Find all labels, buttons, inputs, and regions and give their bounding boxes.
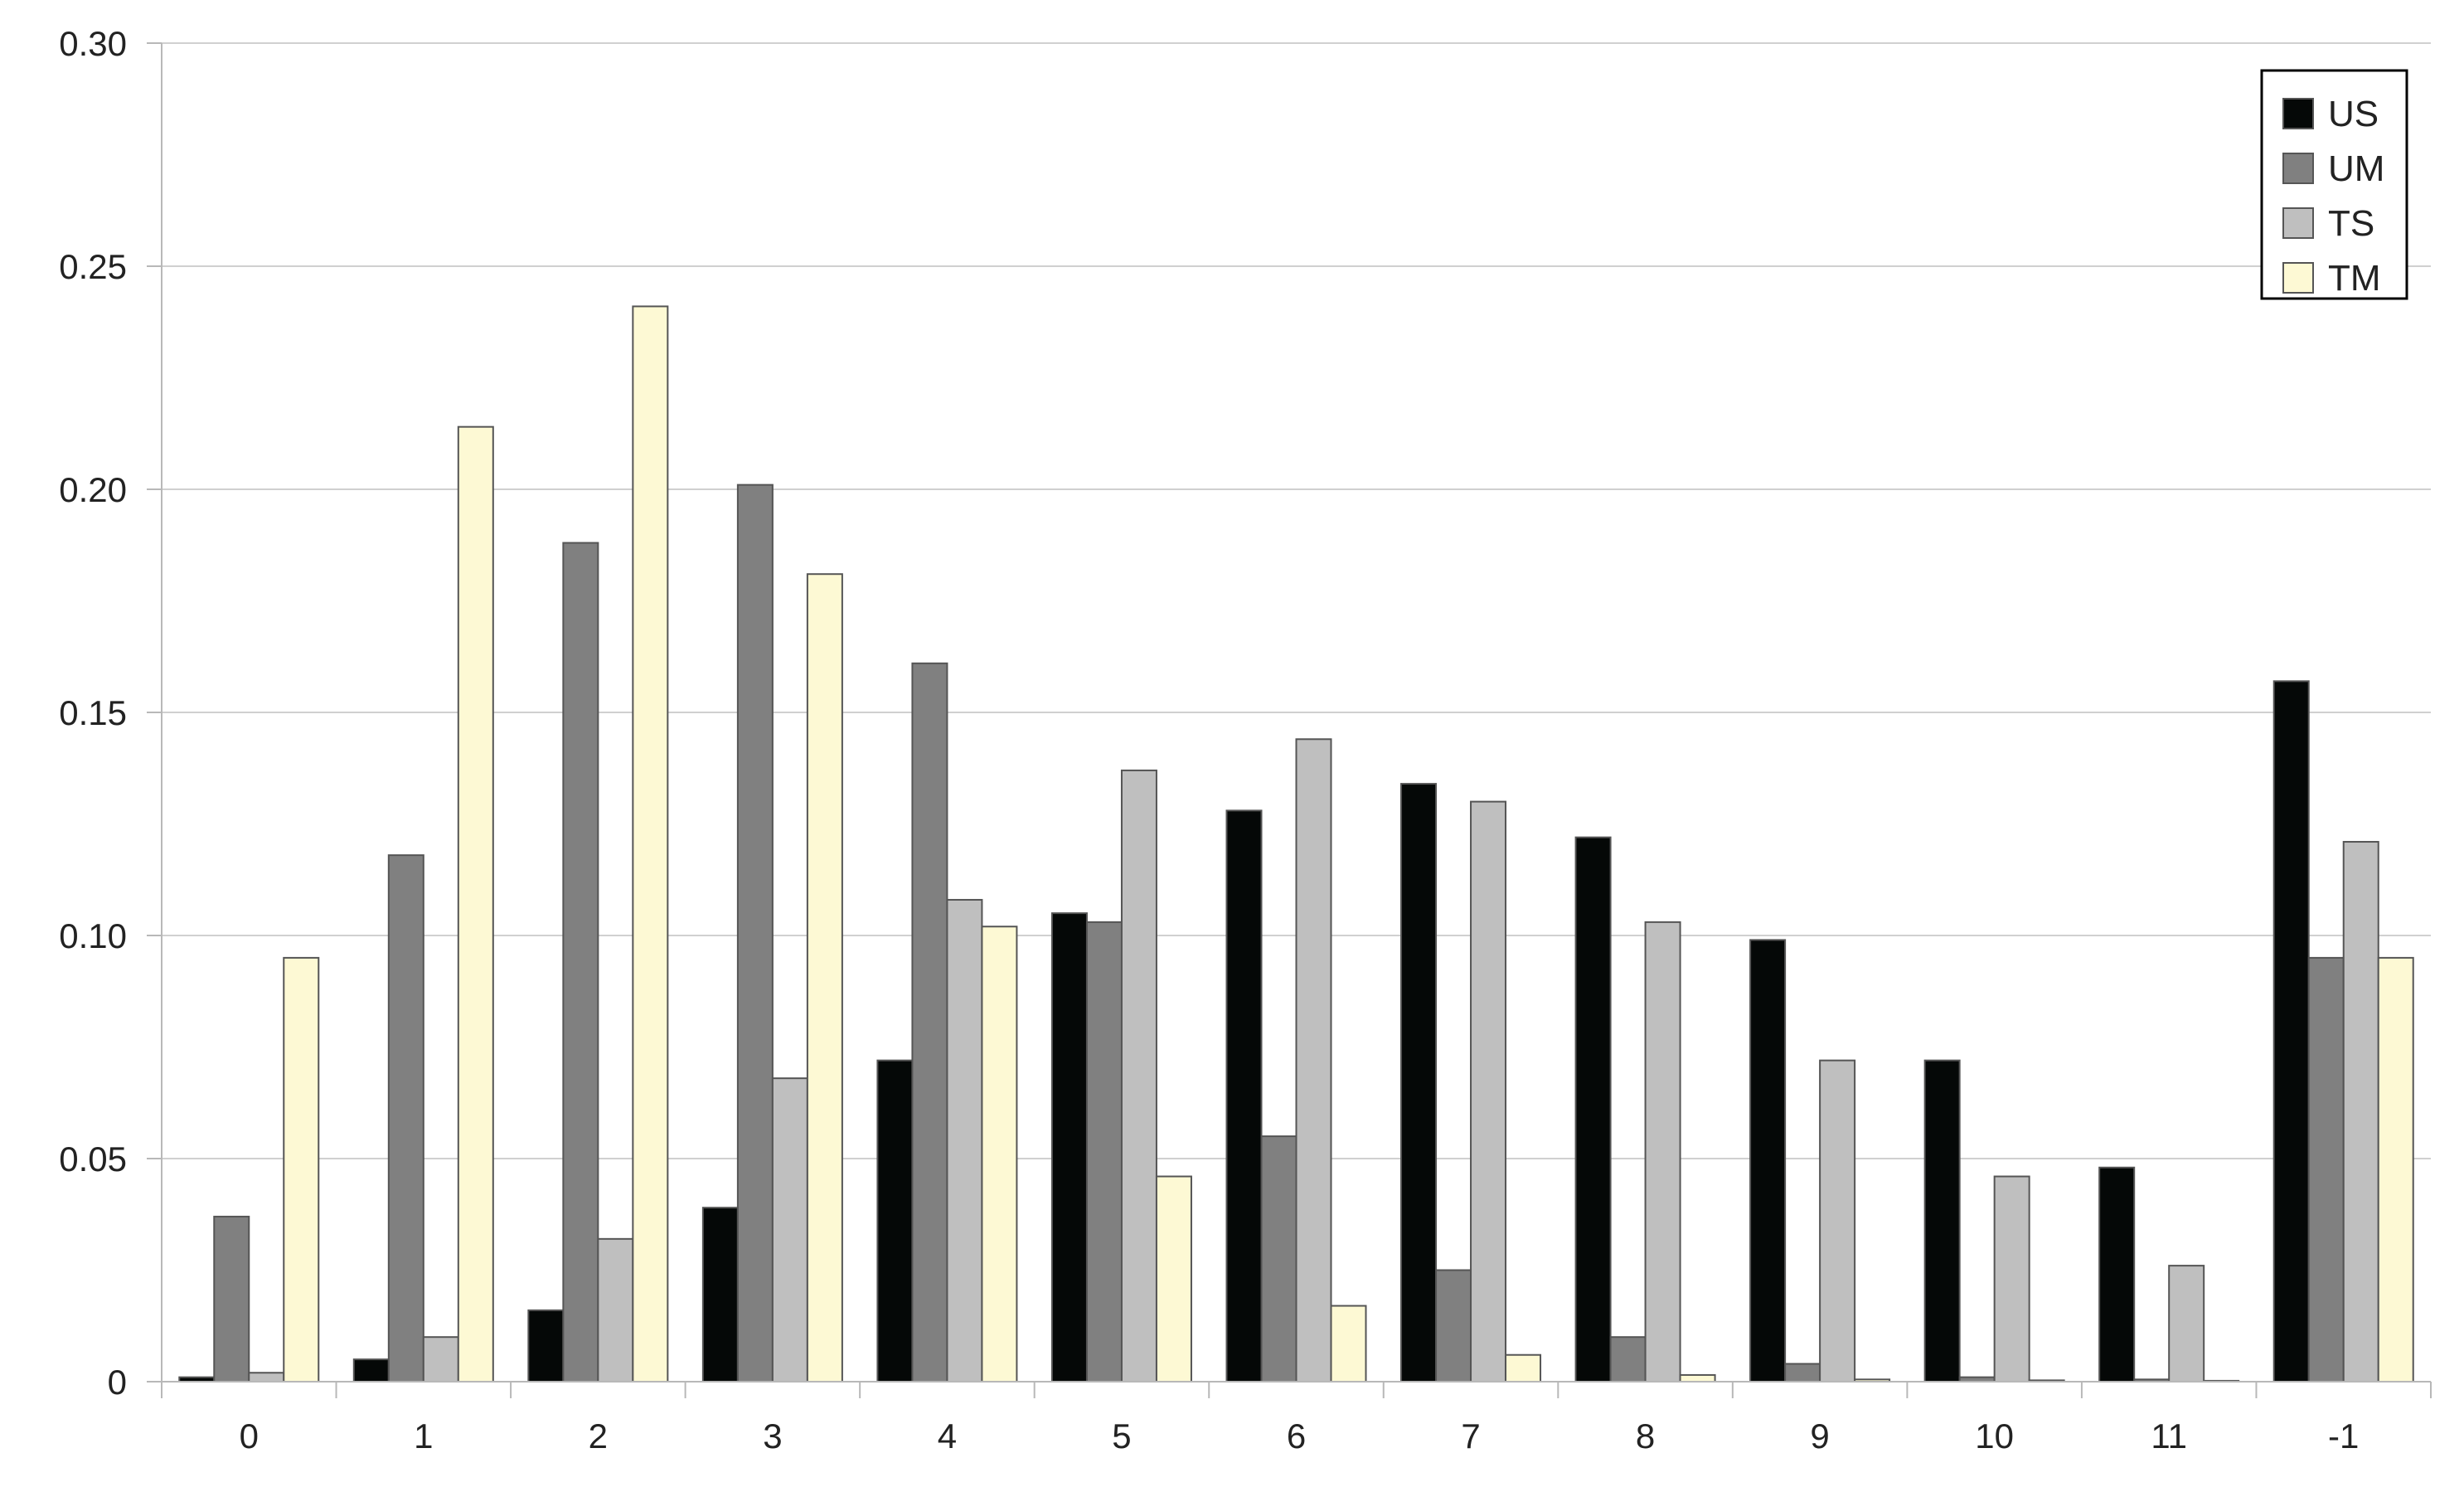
- tick-labels: 0 0.05 0.10 0.15 0.20 0.25 0.30 0 1 2 3 4 5 6 7 8 9 10 11 -…: [59, 24, 2359, 1455]
- bars: [178, 305, 2414, 1383]
- legend-swatch-um: [2282, 153, 2314, 184]
- y-tick-label: 0: [108, 1363, 127, 1402]
- bar-tm-4: [981, 926, 1018, 1383]
- bar-tm-3: [806, 573, 843, 1383]
- x-tick-label: 11: [2151, 1417, 2187, 1455]
- bar-um-6: [1260, 1135, 1297, 1383]
- bar-um-3: [736, 484, 774, 1383]
- legend-label-us: US: [2328, 94, 2379, 134]
- legend-swatch-us: [2282, 98, 2314, 129]
- bar-ts--1: [2342, 841, 2379, 1383]
- x-tick-label: 9: [1810, 1417, 1829, 1455]
- bar-us-3: [701, 1207, 739, 1383]
- bar-us-10: [1923, 1059, 1961, 1383]
- bar-um--1: [2307, 956, 2345, 1383]
- bar-us-11: [2098, 1166, 2136, 1383]
- bar-ts-7: [1470, 800, 1507, 1383]
- gridlines: [162, 42, 2431, 1159]
- bar-um-8: [1609, 1336, 1647, 1383]
- bar-tm-1: [457, 425, 494, 1383]
- bar-um-9: [1784, 1363, 1821, 1383]
- bar-ts-2: [597, 1237, 634, 1383]
- bar-tm-5: [1155, 1175, 1192, 1383]
- legend: US UM TS TM: [2260, 69, 2408, 300]
- x-tick-label: 0: [240, 1417, 259, 1455]
- bar-us-9: [1749, 939, 1787, 1383]
- bar-ts-9: [1819, 1059, 1856, 1383]
- x-tick-label: 3: [763, 1417, 782, 1455]
- y-tick-label: 0.30: [59, 24, 127, 63]
- x-tick-label: -1: [2328, 1417, 2359, 1455]
- bar-ts-8: [1644, 921, 1681, 1383]
- legend-swatch-ts: [2282, 207, 2314, 239]
- bar-us-5: [1050, 912, 1088, 1383]
- bar-tm-8: [1679, 1373, 1716, 1383]
- bar-us-1: [352, 1358, 390, 1383]
- bar-um-7: [1435, 1269, 1472, 1383]
- x-tick-label: 1: [414, 1417, 433, 1455]
- bar-ts-1: [422, 1336, 459, 1383]
- bar-ts-6: [1295, 738, 1332, 1383]
- legend-label-ts: TS: [2328, 203, 2374, 244]
- bar-ts-0: [248, 1372, 285, 1383]
- x-tick-label: 4: [938, 1417, 957, 1455]
- bar-tm-0: [283, 956, 320, 1383]
- x-tick-label: 10: [1975, 1417, 2014, 1455]
- y-tick-label: 0.15: [59, 693, 127, 732]
- legend-label-um: UM: [2328, 148, 2384, 189]
- bar-us-4: [876, 1059, 914, 1383]
- bar-tm-7: [1505, 1353, 1542, 1383]
- bar-um-4: [911, 662, 948, 1383]
- y-tick-label: 0.05: [59, 1140, 127, 1178]
- bar-ts-5: [1120, 769, 1157, 1383]
- y-tick-label: 0.20: [59, 470, 127, 509]
- bar-us-7: [1400, 783, 1438, 1383]
- bar-us--1: [2272, 680, 2310, 1383]
- bar-um-5: [1085, 921, 1123, 1383]
- x-tick-label: 2: [589, 1417, 608, 1455]
- bar-ts-10: [1993, 1175, 2030, 1383]
- x-tick-label: 5: [1112, 1417, 1131, 1455]
- bar-um-1: [387, 854, 424, 1383]
- y-tick-label: 0.10: [59, 916, 127, 955]
- bar-us-8: [1574, 836, 1612, 1383]
- x-tick-label: 7: [1461, 1417, 1480, 1455]
- bar-tm-2: [632, 305, 669, 1383]
- bar-tm--1: [2377, 956, 2414, 1383]
- bar-ts-3: [771, 1077, 808, 1383]
- legend-swatch-tm: [2282, 262, 2314, 294]
- bar-tm-6: [1330, 1305, 1367, 1383]
- bar-ts-11: [2168, 1265, 2205, 1383]
- bar-um-2: [562, 542, 599, 1383]
- x-tick-label: 6: [1287, 1417, 1306, 1455]
- x-tick-label: 8: [1636, 1417, 1655, 1455]
- bar-um-0: [213, 1215, 250, 1383]
- axes: [147, 42, 2432, 1398]
- legend-label-tm: TM: [2328, 258, 2381, 299]
- bar-ts-4: [946, 898, 983, 1383]
- y-tick-label: 0.25: [59, 247, 127, 286]
- bar-us-6: [1225, 809, 1263, 1383]
- bar-us-2: [527, 1309, 565, 1383]
